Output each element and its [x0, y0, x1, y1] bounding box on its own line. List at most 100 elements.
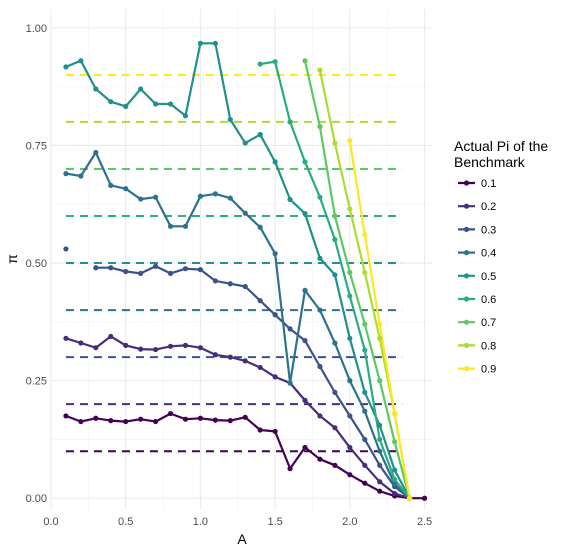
data-point-0.4	[347, 378, 353, 384]
data-point-0.7	[347, 269, 353, 276]
y-axis-title: π	[4, 254, 20, 264]
data-point-0.4	[227, 195, 233, 201]
data-point-0.1	[317, 456, 323, 462]
data-point-0.5	[317, 255, 323, 261]
y-tick-label: 0.00	[26, 493, 47, 505]
data-point-0.5	[138, 86, 144, 92]
data-point-0.4	[257, 224, 263, 230]
data-point-0.2	[347, 444, 353, 451]
data-point-0.4	[272, 251, 278, 257]
data-point-0.5	[197, 40, 204, 46]
data-point-0.6	[272, 59, 278, 65]
data-point-0.5	[167, 101, 174, 107]
series-line-0.5	[65, 42, 261, 145]
data-point-0.4	[392, 481, 398, 487]
legend-label-0.5: 0.5	[481, 271, 496, 283]
legend-key-point-0.6	[463, 296, 470, 302]
data-point-0.1	[152, 418, 159, 425]
data-point-0.4	[152, 194, 159, 200]
data-point-0.3	[377, 462, 383, 468]
legend-key-point-0.7	[463, 319, 470, 325]
data-point-0.7	[377, 378, 383, 384]
legend-title-line-2: Benchmark	[454, 154, 526, 170]
legend-key-point-0.9	[463, 366, 470, 372]
data-point-0.3	[93, 265, 99, 271]
data-point-0.2	[182, 342, 189, 348]
data-point-0.8	[317, 67, 323, 73]
y-tick-label: 0.50	[26, 258, 47, 270]
data-point-0.2	[272, 374, 278, 380]
data-point-0.8	[332, 140, 338, 146]
x-tick-label: 1.0	[193, 516, 208, 528]
data-point-0.5	[78, 58, 84, 64]
series-line-0.2	[65, 335, 410, 500]
legend-label-0.3: 0.3	[481, 224, 496, 236]
data-point-0.4	[78, 173, 84, 179]
data-point-0.5	[272, 159, 278, 165]
data-point-0.2	[108, 333, 114, 340]
data-point-0.1	[123, 418, 129, 425]
data-point-0.2	[152, 346, 159, 353]
data-point-0.8	[377, 335, 383, 341]
data-point-0.3	[63, 246, 69, 252]
series-lines	[65, 42, 425, 500]
data-point-0.5	[347, 335, 353, 341]
legend-items: 0.1 0.2 0.3 0.4 0.5 0.6 0.7 0.8 0.9	[458, 178, 496, 376]
data-point-0.2	[138, 346, 144, 352]
data-point-0.1	[302, 444, 308, 451]
data-point-0.9	[362, 232, 368, 238]
data-point-0.2	[242, 358, 248, 364]
data-point-0.5	[108, 99, 114, 105]
data-point-0.2	[392, 490, 398, 497]
data-point-0.6	[392, 476, 398, 483]
data-point-0.3	[123, 268, 129, 275]
data-point-0.2	[257, 364, 263, 371]
series-line-0.7	[303, 60, 411, 499]
data-point-0.3	[272, 312, 278, 318]
data-point-0.5	[332, 272, 338, 278]
data-point-0.3	[182, 266, 189, 272]
data-point-0.5	[123, 103, 129, 109]
x-tick-label: 0.0	[43, 516, 58, 528]
data-point-0.3	[347, 413, 353, 419]
data-point-0.9	[392, 410, 398, 417]
series-line-0.9	[348, 140, 411, 499]
data-point-0.6	[257, 61, 263, 67]
data-point-0.3	[227, 281, 233, 287]
data-point-0.4	[362, 408, 368, 414]
data-point-0.8	[362, 269, 368, 276]
data-point-0.1	[287, 466, 293, 472]
legend-label-0.7: 0.7	[481, 317, 496, 329]
data-point-0.2	[302, 397, 308, 403]
data-point-0.7	[362, 321, 368, 327]
legend: Actual Pi of the Benchmark 0.10.20.30.40…	[454, 138, 548, 376]
data-point-0.2	[93, 345, 99, 351]
data-point-0.5	[302, 211, 308, 217]
data-point-0.1	[332, 462, 338, 468]
minor-gridlines	[51, 9, 432, 510]
data-point-0.5	[377, 422, 383, 428]
data-point-0.5	[242, 140, 248, 146]
legend-label-0.2: 0.2	[481, 201, 496, 213]
x-tick-label: 1.5	[267, 516, 282, 528]
legend-title-line-1: Actual Pi of the	[454, 138, 548, 154]
data-point-0.9	[347, 138, 353, 144]
legend-label-0.6: 0.6	[481, 294, 496, 306]
x-tick-label: 2.5	[417, 516, 432, 528]
y-tick-label: 1.00	[26, 23, 47, 35]
data-point-0.7	[317, 124, 323, 130]
data-point-0.5	[93, 86, 99, 92]
legend-label-0.4: 0.4	[481, 248, 496, 260]
data-point-0.3	[167, 270, 174, 276]
data-point-0.9	[406, 495, 413, 501]
data-point-0.4	[108, 182, 114, 189]
data-point-0.1	[212, 417, 218, 423]
legend-label-0.9: 0.9	[481, 364, 496, 376]
data-point-0.3	[197, 267, 204, 273]
data-point-0.4	[167, 223, 174, 229]
data-point-0.3	[212, 278, 218, 284]
data-point-0.2	[377, 479, 383, 485]
data-point-0.5	[182, 113, 189, 119]
series-points	[63, 40, 428, 501]
